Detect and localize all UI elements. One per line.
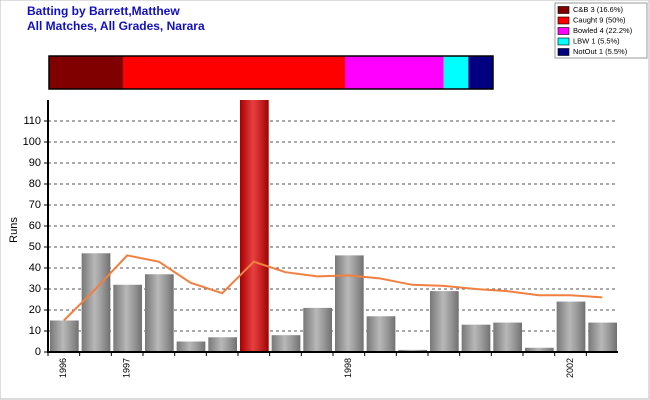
bar bbox=[145, 274, 174, 352]
bar bbox=[493, 322, 522, 352]
legend-swatch bbox=[557, 37, 570, 46]
legend-label: Caught 9 (50%) bbox=[573, 15, 626, 24]
y-tick-label: 30 bbox=[29, 283, 41, 295]
bar bbox=[335, 255, 364, 352]
x-tick-label: 1998 bbox=[343, 358, 353, 378]
y-tick-label: 0 bbox=[35, 346, 41, 358]
chart-subtitle: All Matches, All Grades, Narara bbox=[27, 19, 205, 33]
legend-box bbox=[554, 2, 648, 59]
bar bbox=[430, 291, 459, 352]
x-tick-label: 2002 bbox=[565, 358, 575, 378]
y-axis-label: Runs bbox=[8, 217, 20, 243]
stack-segment bbox=[443, 56, 469, 89]
bar bbox=[303, 307, 332, 352]
legend-swatch bbox=[557, 48, 570, 56]
bar bbox=[81, 253, 111, 352]
y-tick-label: 90 bbox=[29, 157, 41, 169]
bar bbox=[588, 322, 617, 352]
stack-segment bbox=[123, 56, 345, 89]
bar bbox=[556, 301, 586, 352]
legend-swatch bbox=[557, 27, 570, 35]
y-tick-label: 50 bbox=[29, 241, 41, 253]
y-tick-label: 20 bbox=[29, 304, 41, 316]
y-tick-label: 40 bbox=[29, 262, 41, 274]
stack-segment bbox=[49, 56, 123, 89]
bar bbox=[461, 324, 491, 352]
y-tick-label: 60 bbox=[29, 220, 41, 232]
legend-swatch bbox=[557, 6, 570, 14]
x-tick-label: 1996 bbox=[58, 358, 68, 378]
x-tick-label: 1997 bbox=[122, 358, 132, 378]
y-tick-label: 70 bbox=[29, 199, 41, 211]
y-tick-label: 10 bbox=[29, 325, 41, 337]
bar bbox=[50, 320, 79, 352]
y-tick-label: 80 bbox=[29, 178, 41, 190]
bar bbox=[176, 341, 206, 352]
y-tick-label: 110 bbox=[23, 115, 41, 127]
chart-title: Batting by Barrett,Matthew bbox=[27, 4, 180, 18]
legend-swatch bbox=[557, 16, 570, 25]
legend-label: C&B 3 (16.6%) bbox=[573, 5, 624, 14]
bar bbox=[271, 335, 301, 352]
average-line bbox=[63, 254, 603, 322]
y-tick-label: 100 bbox=[23, 136, 41, 148]
bar bbox=[208, 337, 237, 352]
stack-segment bbox=[345, 56, 444, 89]
bar bbox=[366, 316, 396, 352]
bar bbox=[240, 100, 269, 352]
stack-segment bbox=[468, 56, 493, 89]
stack-border bbox=[48, 55, 494, 90]
bar bbox=[113, 284, 142, 352]
legend-label: LBW 1 (5.5%) bbox=[573, 36, 620, 45]
legend-label: NotOut 1 (5.5%) bbox=[573, 47, 628, 56]
legend-label: Bowled 4 (22.2%) bbox=[573, 26, 633, 35]
